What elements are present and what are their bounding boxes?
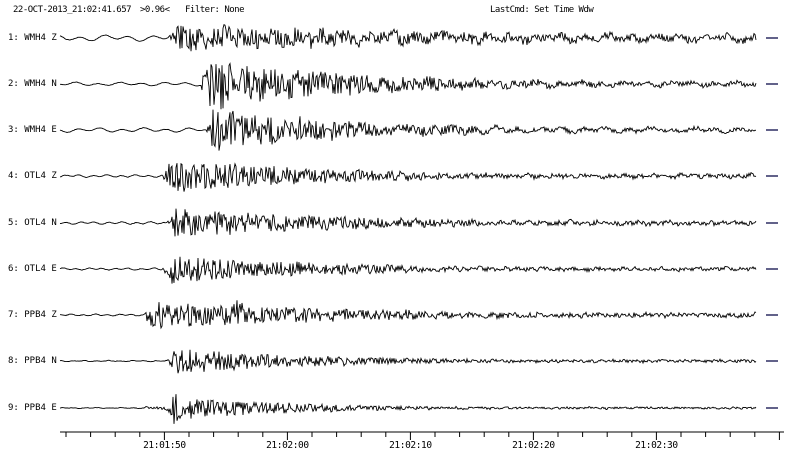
axis-tick-label: 21:02:20 — [512, 440, 555, 451]
trace-waveform-4[interactable] — [60, 162, 757, 192]
trace-waveform-3[interactable] — [59, 109, 757, 151]
trace-label-wmh4-e[interactable]: 3: WMH4 E — [8, 125, 57, 135]
trace-label-ppb4-e[interactable]: 9: PPB4 E — [8, 403, 57, 413]
trace-waveform-5[interactable] — [59, 208, 757, 237]
last-command-status: LastCmd: Set Time Wdw — [490, 5, 594, 15]
trace-waveform-8[interactable] — [59, 349, 757, 374]
trace-label-wmh4-z[interactable]: 1: WMH4 Z — [8, 33, 57, 43]
trace-label-otl4-e[interactable]: 6: OTL4 E — [8, 264, 57, 274]
trace-waveform-1[interactable] — [59, 24, 757, 52]
trace-label-otl4-z[interactable]: 4: OTL4 Z — [8, 171, 57, 181]
scale-indicator: >0.96< — [140, 5, 170, 15]
trace-label-otl4-n[interactable]: 5: OTL4 N — [8, 218, 57, 228]
trace-waveform-7[interactable] — [60, 300, 757, 330]
trace-waveform-9[interactable] — [59, 394, 757, 424]
trace-label-ppb4-n[interactable]: 8: PPB4 N — [8, 356, 57, 366]
axis-tick-label: 21:01:50 — [143, 440, 186, 451]
window-timestamp-label: 22-OCT-2013_21:02:41.657 — [13, 5, 132, 15]
axis-tick-label: 21:02:30 — [635, 440, 678, 451]
trace-waveform-2[interactable] — [60, 62, 757, 110]
trace-label-ppb4-z[interactable]: 7: PPB4 Z — [8, 310, 57, 320]
axis-tick-label: 21:02:00 — [266, 440, 309, 451]
filter-status: Filter: None — [185, 5, 245, 15]
axis-tick-label: 21:02:10 — [389, 440, 432, 451]
trace-label-wmh4-n[interactable]: 2: WMH4 N — [8, 79, 57, 89]
trace-waveform-6[interactable] — [59, 256, 757, 284]
time-axis — [60, 431, 784, 440]
